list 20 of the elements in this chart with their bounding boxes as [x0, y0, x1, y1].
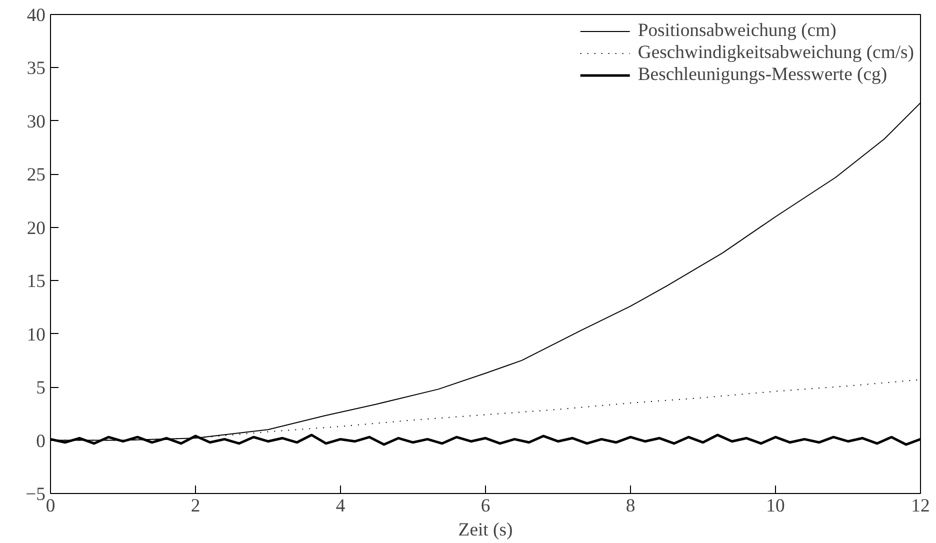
y-tick-label: 10 — [26, 324, 46, 346]
x-tick-label: 10 — [766, 496, 785, 516]
x-tick-label: 4 — [336, 496, 346, 516]
y-tick-label: 0 — [36, 430, 46, 452]
y-tick-label: 30 — [26, 111, 46, 132]
y-tick-label: 40 — [26, 5, 46, 26]
y-tick-label: −5 — [26, 484, 46, 505]
y-tick-label: 5 — [36, 378, 46, 399]
legend-label: Beschleunigungs-Messwerte (cg) — [638, 64, 888, 86]
x-tick-label: 6 — [480, 496, 490, 516]
y-tick-label: 20 — [26, 218, 46, 239]
legend-label: Positionsabweichung (cm) — [638, 20, 836, 42]
x-axis-title: Zeit (s) — [458, 520, 513, 540]
legend-label: Geschwindigkeitsabweichung (cm/s) — [638, 42, 914, 64]
y-tick-label: 25 — [26, 164, 46, 186]
x-tick-label: 2 — [190, 496, 200, 516]
x-tick-label: 8 — [626, 496, 636, 516]
y-tick-label: 35 — [26, 58, 46, 80]
x-tick-label: 12 — [911, 496, 930, 516]
y-tick-label: 15 — [26, 271, 46, 292]
